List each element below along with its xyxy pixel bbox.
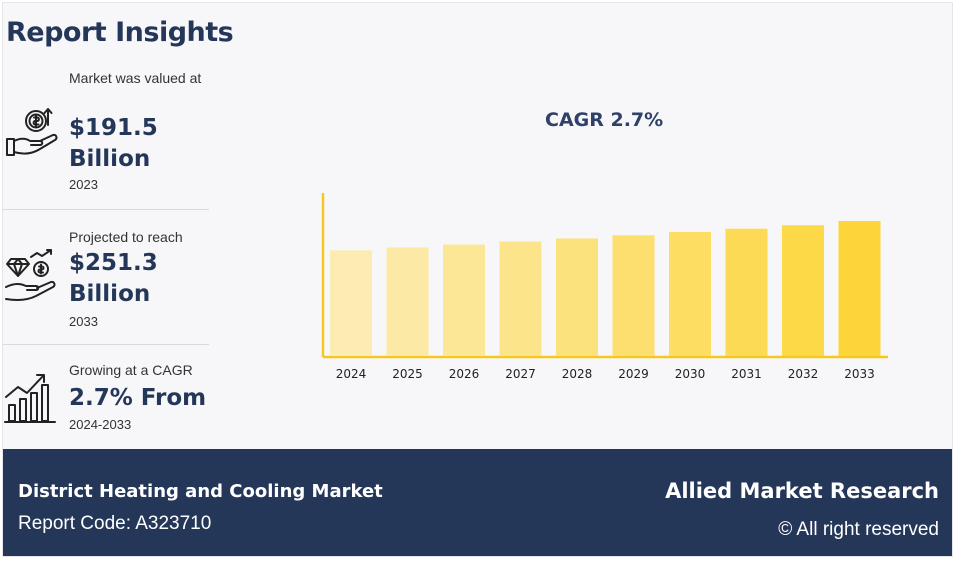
footer-banner: District Heating and Cooling Market Repo… [3,449,952,556]
x-tick-label: 2032 [788,367,819,381]
bar-2024 [330,250,372,356]
stat-value: 2.7% From [69,385,207,411]
stat-year: 2033 [69,314,98,329]
bar-chart: 2024 2025 2026 2027 2028 2029 2030 2031 2032 2033 [321,193,888,381]
x-tick-label: 2025 [392,367,423,381]
diamond-hand-icon [5,249,56,301]
bar-2025 [386,247,429,356]
divider [3,344,209,345]
company-name: Allied Market Research [665,479,939,503]
bar-2029 [612,235,655,356]
x-tick-label: 2030 [675,367,706,381]
stat-year: 2023 [69,177,98,192]
stat-label: Projected to reach [69,229,183,245]
bar-2032 [782,225,824,356]
x-tick-label: 2029 [618,367,649,381]
x-tick-label: 2028 [562,367,593,381]
divider [3,209,209,210]
bar-2030 [669,232,711,356]
money-hand-icon [6,108,58,156]
bar-2028 [556,238,598,356]
chart-title: CAGR 2.7% [545,109,664,131]
bar-2026 [443,244,485,356]
x-tick-label: 2026 [449,367,480,381]
page-title: Report Insights [6,17,234,48]
bar-2031 [725,228,768,356]
stat-year: 2024-2033 [69,417,132,432]
stat-value: $191.5 Billion [69,115,158,172]
copyright-text: © All right reserved [778,519,939,540]
growth-chart-icon [4,374,56,423]
x-tick-label: 2024 [336,367,367,381]
stat-label: Growing at a CAGR [69,362,193,378]
stat-label: Market was valued at [69,70,202,86]
stat-value: $251.3 Billion [69,250,158,307]
bar-2033 [838,221,881,356]
bar-2027 [499,241,542,356]
x-tick-label: 2031 [731,367,762,381]
x-tick-label: 2033 [844,367,875,381]
report-name: District Heating and Cooling Market [18,481,383,502]
x-tick-label: 2027 [505,367,536,381]
report-code: Report Code: A323710 [18,513,212,534]
